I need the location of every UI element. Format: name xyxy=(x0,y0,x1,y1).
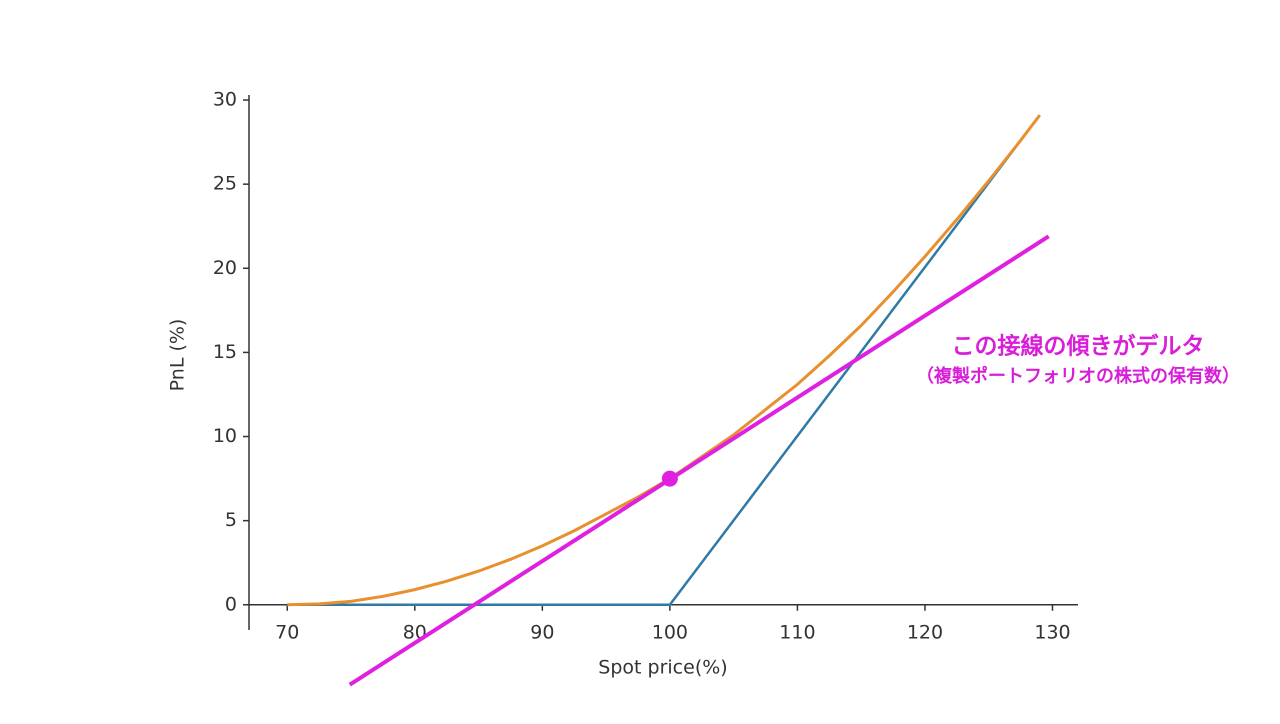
x-tick-label: 80 xyxy=(403,621,427,643)
x-tick-label: 120 xyxy=(907,621,943,643)
line xyxy=(287,114,1041,607)
line xyxy=(348,234,1050,687)
y-tick-label: 0 xyxy=(225,593,237,615)
point xyxy=(661,470,678,487)
x-axis-label: Spot price(%) xyxy=(598,657,727,679)
line xyxy=(287,114,1041,607)
x-tick-label: 130 xyxy=(1034,621,1070,643)
y-tick-label: 15 xyxy=(213,341,237,363)
y-tick-label: 30 xyxy=(213,89,237,111)
annotation: この接線の傾きがデルタ xyxy=(952,333,1205,360)
y-tick-label: 20 xyxy=(213,257,237,279)
y-tick-label: 5 xyxy=(225,509,237,531)
x-tick-label: 110 xyxy=(779,621,815,643)
y-tick-label: 10 xyxy=(213,425,237,447)
annotation: （複製ポートフォリオの株式の保有数） xyxy=(916,365,1240,387)
y-tick-label: 25 xyxy=(213,173,237,195)
x-tick-label: 90 xyxy=(530,621,554,643)
y-axis-label: PnL (%) xyxy=(167,319,189,392)
x-tick-label: 70 xyxy=(275,621,299,643)
x-tick-label: 100 xyxy=(652,621,688,643)
